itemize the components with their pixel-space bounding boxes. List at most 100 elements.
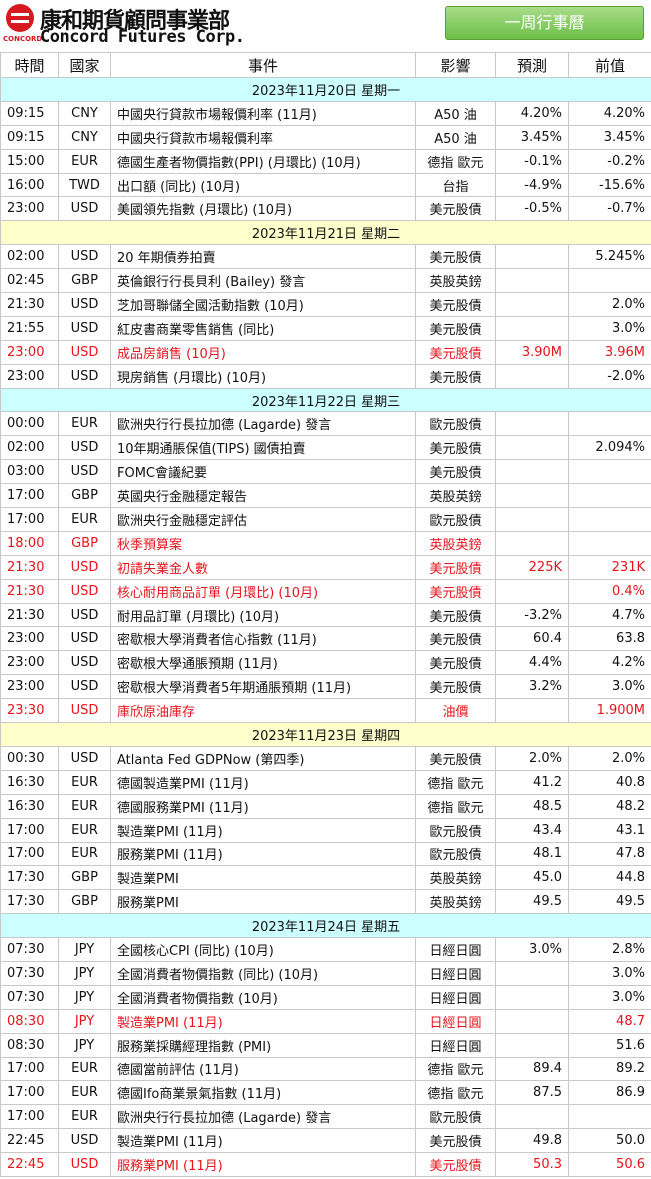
impact: 美元股債 xyxy=(415,363,496,389)
forecast: 3.45% xyxy=(495,124,569,150)
previous: -0.7% xyxy=(568,196,651,222)
previous: 43.1 xyxy=(568,817,651,843)
event-row: 07:30 JPY 全國消費者物價指數 (同比) (10月) 日經日圓 3.0% xyxy=(0,960,651,986)
currency: CNY xyxy=(58,100,111,126)
day-row: 2023年11月21日 星期二 xyxy=(0,220,651,246)
previous: 51.6 xyxy=(568,1032,651,1058)
event: 製造業PMI (11月) xyxy=(110,1128,416,1154)
currency: USD xyxy=(58,674,111,700)
forecast xyxy=(495,1008,569,1034)
forecast: 60.4 xyxy=(495,626,569,652)
event-row: 02:00 USD 20 年期債券拍賣 美元股債 5.245% xyxy=(0,244,651,270)
impact: 美元股債 xyxy=(415,674,496,700)
previous: 63.8 xyxy=(568,626,651,652)
impact: 英股英鎊 xyxy=(415,889,496,915)
event-row: 03:00 USD FOMC會議紀要 美元股債 xyxy=(0,459,651,485)
previous: -2.0% xyxy=(568,363,651,389)
time: 21:30 xyxy=(0,602,59,628)
previous: 1.900M xyxy=(568,698,651,724)
previous: 40.8 xyxy=(568,769,651,795)
time: 00:00 xyxy=(0,411,59,437)
event-row: 23:00 USD 密歇根大學消費者5年期通脹預期 (11月) 美元股債 3.2% 3.0… xyxy=(0,674,651,700)
logo-text: CONCORD xyxy=(3,35,43,43)
event-row: 21:30 USD 初請失業金人數 美元股債 225K 231K xyxy=(0,554,651,580)
forecast: -0.5% xyxy=(495,196,569,222)
event: 歐洲央行金融穩定評估 xyxy=(110,507,416,532)
column-header: 影響 xyxy=(415,52,496,78)
currency: EUR xyxy=(58,769,111,795)
event-row: 23:00 USD 美國領先指數 (月環比) (10月) 美元股債 -0.5% -0.7% xyxy=(0,196,651,222)
currency: USD xyxy=(58,244,111,270)
impact: 德指 歐元 xyxy=(415,769,496,795)
forecast: 3.2% xyxy=(495,674,569,700)
previous: 48.7 xyxy=(568,1008,651,1034)
column-header: 前值 xyxy=(568,52,651,78)
time: 17:00 xyxy=(0,841,59,867)
forecast xyxy=(495,268,569,294)
currency: CNY xyxy=(58,124,111,150)
currency: JPY xyxy=(58,984,111,1010)
currency: USD xyxy=(58,745,111,771)
event-row: 21:30 USD 芝加哥聯儲全國活動指數 (10月) 美元股債 2.0% xyxy=(0,292,651,317)
time: 23:30 xyxy=(0,698,59,724)
impact: A50 油 xyxy=(415,124,496,150)
impact: 德指 歐元 xyxy=(415,1080,496,1106)
event: 耐用品訂單 (月環比) (10月) xyxy=(110,602,416,628)
impact: 美元股債 xyxy=(415,459,496,485)
currency: GBP xyxy=(58,865,111,891)
previous: 86.9 xyxy=(568,1080,651,1106)
time: 09:15 xyxy=(0,100,59,126)
currency: GBP xyxy=(58,483,111,509)
forecast xyxy=(495,459,569,485)
event: 製造業PMI (11月) xyxy=(110,1008,416,1034)
impact: 美元股債 xyxy=(415,745,496,771)
event: 製造業PMI (11月) xyxy=(110,817,416,843)
time: 23:00 xyxy=(0,674,59,700)
event: 核心耐用商品訂單 (月環比) (10月) xyxy=(110,578,416,604)
time: 09:15 xyxy=(0,124,59,150)
event: 德國當前評估 (11月) xyxy=(110,1056,416,1082)
event: FOMC會議紀要 xyxy=(110,459,416,485)
previous: 3.0% xyxy=(568,984,651,1010)
time: 17:00 xyxy=(0,507,59,532)
previous xyxy=(568,459,651,485)
event-row: 07:30 JPY 全國核心CPI (同比) (10月) 日經日圓 3.0% 2.8% xyxy=(0,937,651,962)
event-row: 16:00 TWD 出口額 (同比) (10月) 台指 -4.9% -15.6% xyxy=(0,172,651,198)
impact: 日經日圓 xyxy=(415,984,496,1010)
previous: 0.4% xyxy=(568,578,651,604)
event: 現房銷售 (月環比) (10月) xyxy=(110,363,416,389)
currency: GBP xyxy=(58,530,111,556)
impact: A50 油 xyxy=(415,100,496,126)
forecast: 4.4% xyxy=(495,650,569,676)
event-row: 02:00 USD 10年期通脹保值(TIPS) 國債拍賣 美元股債 2.094% xyxy=(0,435,651,461)
event: 服務業PMI (11月) xyxy=(110,841,416,867)
event-row: 17:30 GBP 服務業PMI 英股英鎊 49.5 49.5 xyxy=(0,889,651,915)
previous xyxy=(568,530,651,556)
previous xyxy=(568,507,651,532)
column-header-row: 時間 國家 事件 影響 預測 前值 xyxy=(0,52,651,78)
company-name-en: Concord Futures Corp. xyxy=(40,27,245,47)
time: 08:30 xyxy=(0,1008,59,1034)
event: 歐洲央行行長拉加德 (Lagarde) 發言 xyxy=(110,1104,416,1130)
event-row: 17:00 EUR 歐洲央行行長拉加德 (Lagarde) 發言 歐元股債 xyxy=(0,1104,651,1130)
column-header: 時間 xyxy=(0,52,59,78)
event-row: 21:30 USD 耐用品訂單 (月環比) (10月) 美元股債 -3.2% 4.7% xyxy=(0,602,651,628)
previous: 3.45% xyxy=(568,124,651,150)
forecast xyxy=(495,292,569,317)
time: 17:30 xyxy=(0,865,59,891)
previous: 3.96M xyxy=(568,339,651,365)
impact: 美元股債 xyxy=(415,650,496,676)
event: Atlanta Fed GDPNow (第四季) xyxy=(110,745,416,771)
column-header: 國家 xyxy=(58,52,111,78)
currency: JPY xyxy=(58,960,111,986)
event-row: 16:30 EUR 德國服務業PMI (11月) 德指 歐元 48.5 48.2 xyxy=(0,793,651,819)
day-header: 2023年11月21日 星期二 xyxy=(0,220,651,246)
calendar-button[interactable]: 一周行事曆 xyxy=(445,6,644,40)
previous xyxy=(568,1104,651,1130)
event: 中國央行貸款市場報價利率 (11月) xyxy=(110,100,416,126)
time: 21:30 xyxy=(0,578,59,604)
time: 23:00 xyxy=(0,196,59,222)
time: 17:00 xyxy=(0,1104,59,1130)
time: 17:00 xyxy=(0,1056,59,1082)
currency: USD xyxy=(58,1152,111,1177)
